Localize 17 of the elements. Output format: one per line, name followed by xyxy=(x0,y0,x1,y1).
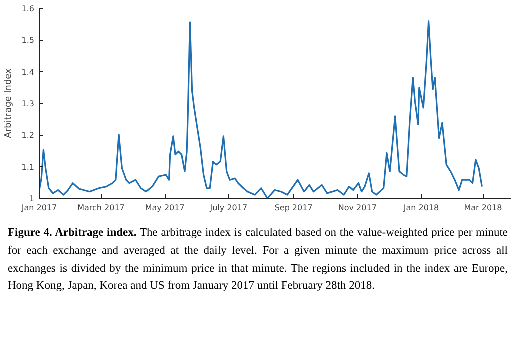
x-tick-label: Jan 2018 xyxy=(402,204,440,212)
y-tick-label: 1.1 xyxy=(22,162,35,172)
y-tick-label: 1.5 xyxy=(22,36,35,46)
x-tick-label: July 2017 xyxy=(209,204,248,212)
x-tick-label: Mar 2018 xyxy=(464,204,502,212)
text: Figure 4. Arbitrage index. xyxy=(8,227,137,239)
y-tick-label: 1.2 xyxy=(22,131,35,140)
x-tick-label: Jan 2017 xyxy=(20,204,58,212)
y-tick-label: 1 xyxy=(29,194,35,204)
y-tick-label: 1.3 xyxy=(22,100,35,108)
y-axis-title: Arbitrage Index xyxy=(4,68,14,138)
x-tick-label: May 2017 xyxy=(145,204,185,212)
x-tick-label: March 2017 xyxy=(78,204,125,212)
x-tick-label: Nov 2017 xyxy=(338,204,377,212)
y-tick-label: 1.4 xyxy=(22,68,35,77)
x-tick-label: Sep 2017 xyxy=(274,204,313,212)
y-tick-label: 1.6 xyxy=(22,4,35,14)
